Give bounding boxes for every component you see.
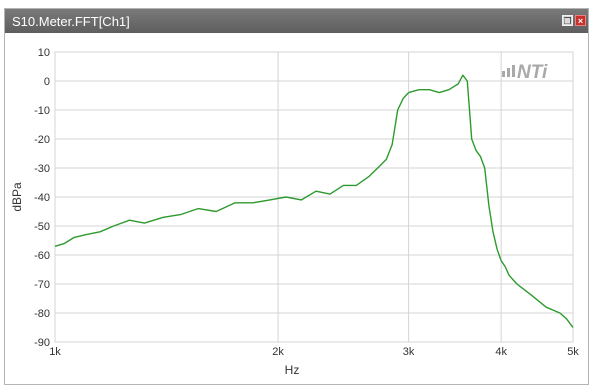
x-tick-label: 1k: [49, 346, 61, 358]
y-tick-label: -80: [34, 308, 50, 320]
window-title: S10.Meter.FFT[Ch1]: [12, 14, 130, 29]
y-tick-label: -10: [34, 105, 50, 117]
title-bar[interactable]: S10.Meter.FFT[Ch1] ❐ ×: [5, 9, 588, 33]
x-axis-label: Hz: [285, 363, 300, 377]
watermark-logo: NTi: [502, 62, 548, 83]
y-axis-ticks: 10 0 -10 -20 -30 -40 -50 -60 -70 -80 -90: [34, 47, 50, 349]
x-tick-label: 2k: [272, 346, 284, 358]
y-tick-label: -20: [34, 134, 50, 146]
y-tick-label: -70: [34, 279, 50, 291]
y-tick-label: 10: [38, 47, 50, 59]
y-tick-label: -90: [34, 337, 50, 349]
y-tick-label: -30: [34, 163, 50, 175]
x-tick-label: 5k: [567, 346, 579, 358]
y-tick-label: -40: [34, 192, 50, 204]
plot-grid: [54, 51, 574, 343]
y-tick-label: 0: [44, 76, 50, 88]
restore-window-icon[interactable]: ❐: [562, 15, 573, 26]
y-tick-label: -50: [34, 221, 50, 233]
logo-bar-1: [502, 71, 505, 77]
spectrum-trace: [54, 74, 574, 328]
close-icon[interactable]: ×: [575, 15, 586, 26]
x-tick-label: 4k: [495, 346, 507, 358]
y-axis-label: dBPa: [10, 182, 24, 212]
watermark-text: NTi: [517, 62, 548, 83]
logo-bar-2: [507, 68, 510, 77]
logo-bar-3: [512, 65, 515, 77]
x-tick-label: 3k: [403, 346, 415, 358]
y-tick-label: -60: [34, 250, 50, 262]
spectrum-trace-layer: [54, 74, 574, 328]
x-axis-ticks: 1k 2k 3k 4k 5k: [49, 346, 579, 358]
